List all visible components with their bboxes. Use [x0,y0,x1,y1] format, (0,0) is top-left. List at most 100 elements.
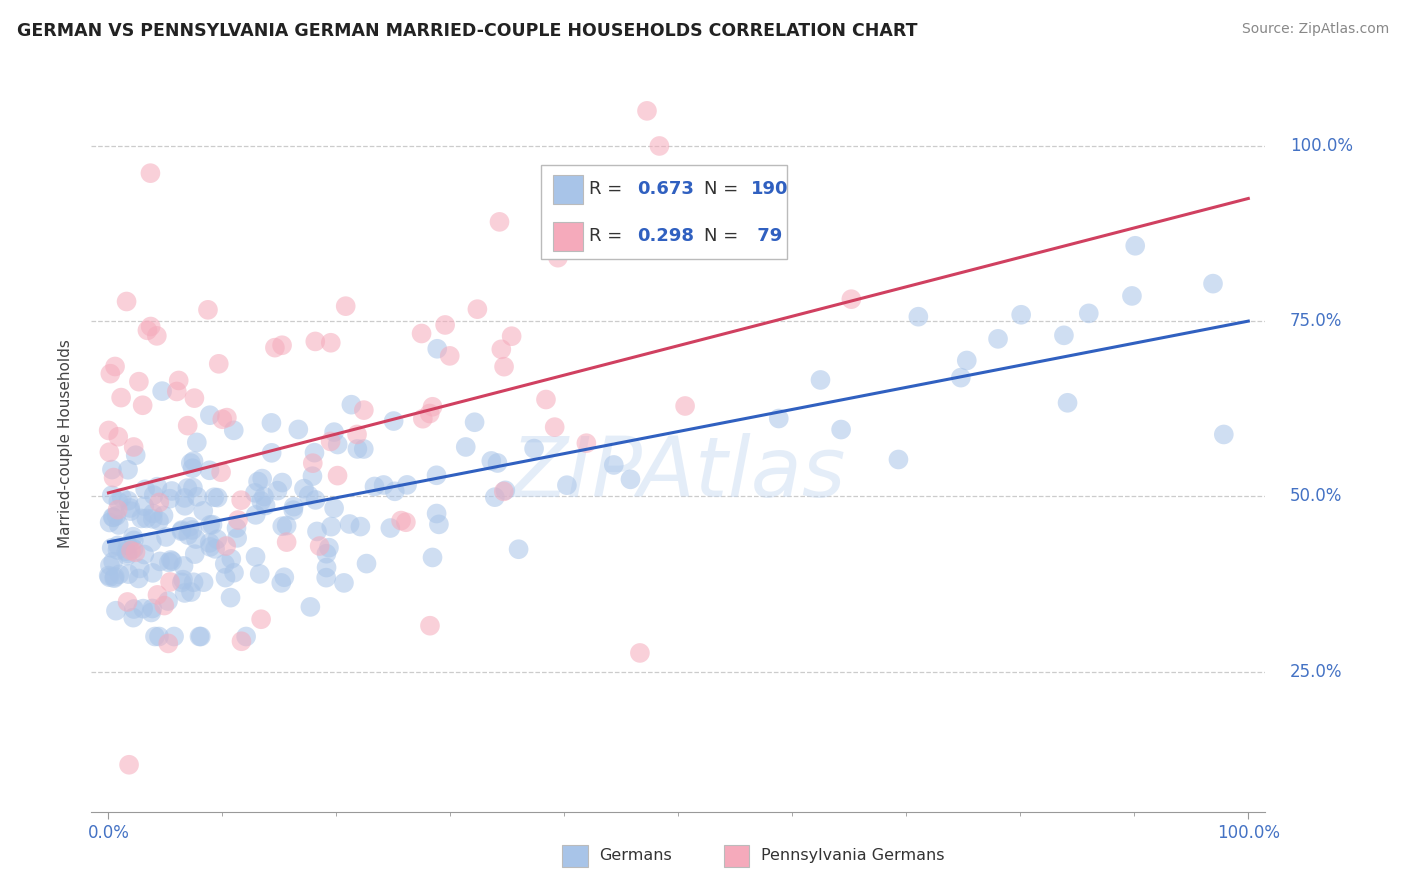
Point [501,329,523,343]
Point [283,503,305,517]
Point [149,554,172,568]
Point [353,403,375,417]
Point [198,408,221,422]
Point [389,514,412,528]
Point [183,575,205,590]
Point [160,554,183,568]
Point [146,480,169,494]
Text: 79: 79 [751,227,782,245]
Point [186,435,208,450]
Point [179,520,201,534]
Point [98,367,121,381]
Text: Pennsylvania Germans: Pennsylvania Germans [761,848,945,863]
Point [136,323,159,337]
Point [131,511,153,525]
Point [439,349,461,363]
Point [103,571,125,585]
Point [245,549,267,564]
Point [411,326,433,341]
Point [142,507,165,521]
Point [235,630,257,644]
Point [486,456,509,470]
Point [125,448,148,462]
Point [339,516,361,531]
Point [356,557,378,571]
Point [544,420,567,434]
Point [318,541,340,555]
Point [270,575,292,590]
Point [427,517,450,532]
Point [141,606,163,620]
Point [326,437,349,451]
Point [887,452,910,467]
Point [349,519,371,533]
Point [198,536,221,550]
Point [250,612,273,626]
Point [104,570,127,584]
Point [173,558,195,573]
Point [122,610,145,624]
Point [197,302,219,317]
Point [231,634,253,648]
Point [222,566,245,580]
Point [426,342,449,356]
Point [98,558,121,573]
Point [159,491,181,506]
Point [273,570,295,584]
Point [110,391,132,405]
Point [673,399,696,413]
Point [304,492,326,507]
Point [183,454,205,468]
Point [247,475,270,489]
Point [956,353,979,368]
Point [184,532,207,546]
Point [176,418,198,433]
Text: N =: N = [704,227,744,245]
Point [221,551,243,566]
Point [315,547,337,561]
Text: ZIPAtlas: ZIPAtlas [510,433,846,514]
Point [188,630,211,644]
Point [1077,306,1099,320]
Point [148,495,170,509]
Point [648,139,671,153]
Point [222,423,245,437]
Point [142,566,165,580]
Point [987,332,1010,346]
Point [115,294,138,309]
Point [1010,308,1032,322]
Point [180,585,202,599]
Point [215,539,238,553]
Point [422,400,444,414]
Point [150,384,173,398]
Point [207,533,229,547]
Point [132,601,155,615]
Point [120,543,142,558]
Point [575,436,598,450]
Point [193,504,215,518]
Point [340,398,363,412]
Point [181,523,204,537]
Point [326,468,349,483]
Point [467,302,489,317]
Point [422,550,444,565]
Point [271,338,294,352]
Point [254,499,277,513]
Point [243,486,266,500]
Point [117,463,139,477]
Point [304,445,326,459]
Point [454,440,477,454]
Point [830,423,852,437]
Point [547,251,569,265]
Point [384,484,406,499]
Point [118,757,141,772]
Point [146,329,169,343]
Point [494,359,516,374]
Point [488,215,510,229]
Text: R =: R = [589,180,628,198]
Point [508,542,530,557]
Point [141,535,163,549]
Point [419,407,441,421]
Point [301,456,323,470]
Point [276,535,298,549]
